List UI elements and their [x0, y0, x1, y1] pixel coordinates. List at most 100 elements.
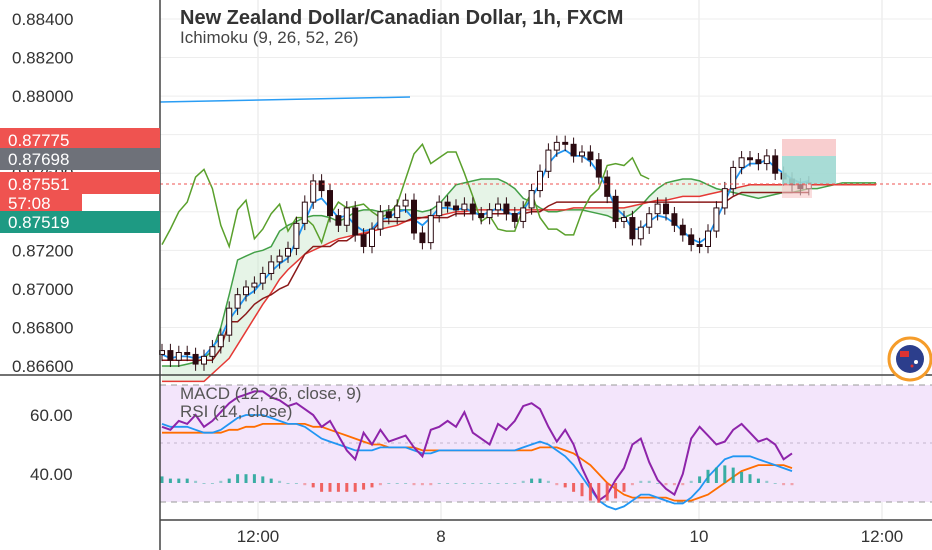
candle-body — [453, 205, 459, 211]
rsi-label[interactable]: RSI (14, close) — [180, 402, 292, 421]
candle-body — [713, 207, 720, 232]
histogram-bar — [773, 483, 777, 484]
candle-body — [696, 244, 703, 247]
price-tick-label: 0.86800 — [12, 318, 73, 337]
rsi-axis[interactable]: 60.00 40.00 — [30, 406, 73, 484]
price-tick-label: 0.87000 — [12, 280, 73, 299]
candle-body — [663, 203, 669, 215]
candle-body — [377, 211, 384, 230]
candle-body — [587, 151, 594, 161]
candle-body — [217, 334, 224, 348]
candle-body — [402, 199, 409, 207]
countdown-tag: 57:08 — [0, 193, 82, 213]
candle-body — [545, 149, 552, 172]
rsi-tick-label: 40.00 — [30, 465, 73, 484]
histogram-bar — [530, 478, 534, 483]
histogram-bar — [496, 483, 500, 484]
candle-body — [478, 213, 485, 219]
candle-body — [394, 205, 401, 219]
candle-body — [579, 151, 585, 157]
ichimoku-label[interactable]: Ichimoku (9, 26, 52, 26) — [180, 28, 359, 47]
macd-line — [161, 414, 793, 511]
candle-body — [352, 207, 359, 236]
histogram-bar — [244, 474, 248, 483]
candle-body — [436, 201, 443, 217]
histogram-bar — [185, 478, 189, 483]
histogram-bar — [740, 472, 744, 483]
histogram-bar — [588, 483, 592, 501]
candle-body — [511, 213, 518, 222]
histogram-bar — [698, 476, 702, 483]
candle-body — [520, 207, 527, 222]
histogram-bar — [723, 465, 727, 483]
candle-body — [285, 247, 291, 257]
candle-body — [175, 352, 182, 361]
candle-body — [192, 353, 199, 365]
rsi-tick-label: 60.00 — [30, 406, 73, 425]
time-axis[interactable]: 12:00 8 10 12:00 — [237, 527, 904, 546]
histogram-bar — [412, 483, 416, 486]
cloud-area — [162, 179, 876, 382]
histogram-bar — [210, 483, 214, 484]
histogram-bar — [639, 480, 643, 483]
candle-body — [259, 272, 266, 284]
histogram-bar — [462, 483, 466, 484]
position-stop-zone[interactable] — [782, 139, 836, 156]
histogram-bar — [219, 480, 223, 483]
candle-body — [679, 224, 686, 236]
candle-body — [570, 143, 577, 157]
candle-body — [553, 141, 560, 151]
histogram-bar — [622, 483, 626, 492]
price-tick-label: 0.88200 — [12, 49, 73, 68]
histogram-bar — [782, 483, 786, 486]
histogram-bar — [647, 480, 651, 483]
histogram-bar — [656, 483, 660, 484]
symbol-title: New Zealand Dollar/Canadian Dollar, 1h, … — [180, 7, 623, 29]
histogram-bar — [790, 483, 794, 486]
candle-body — [268, 261, 275, 274]
candle-body — [276, 255, 283, 263]
candle-body — [763, 155, 770, 165]
candle-body — [209, 346, 216, 357]
flag-badge-icon[interactable] — [887, 336, 932, 382]
histogram-bar — [681, 483, 685, 486]
candle-body — [705, 230, 711, 247]
histogram-bar — [395, 483, 399, 484]
candle-body — [772, 155, 779, 174]
candle-body — [654, 203, 661, 215]
histogram-bar — [479, 483, 483, 484]
candle-body — [688, 234, 695, 246]
price-tag-red-label: 0.87775 — [8, 131, 69, 150]
price-tick-label: 0.88400 — [12, 10, 73, 29]
candle-body — [419, 232, 426, 244]
histogram-bar — [370, 483, 374, 488]
candle-body — [503, 203, 510, 215]
histogram-bar — [731, 467, 735, 483]
price-tag-current: 0.87551 — [0, 172, 160, 194]
candle-body — [234, 294, 241, 309]
candle-body — [721, 188, 728, 209]
macd-label[interactable]: MACD (12, 26, close, 9) — [180, 384, 361, 403]
histogram-bar — [236, 474, 240, 483]
candle-body — [730, 166, 737, 190]
histogram-bar — [336, 483, 340, 492]
candles — [159, 135, 812, 371]
histogram-bar — [286, 483, 290, 484]
histogram-bar — [252, 474, 256, 483]
histogram-bar — [756, 478, 760, 483]
position-target-zone[interactable] — [782, 156, 836, 184]
histogram-bar — [362, 483, 366, 490]
price-tag-gray: 0.87698 — [0, 148, 160, 170]
trend-line-drawing[interactable] — [159, 96, 411, 103]
histogram-bar — [387, 483, 391, 484]
countdown-label: 57:08 — [8, 194, 51, 213]
price-tag-teal-label: 0.87519 — [8, 213, 69, 232]
candle-body — [243, 286, 249, 296]
candle-body — [629, 217, 636, 240]
histogram-bar — [454, 483, 458, 484]
candle-body — [327, 190, 333, 217]
histogram-bar — [672, 483, 676, 486]
histogram-bar — [311, 483, 315, 488]
